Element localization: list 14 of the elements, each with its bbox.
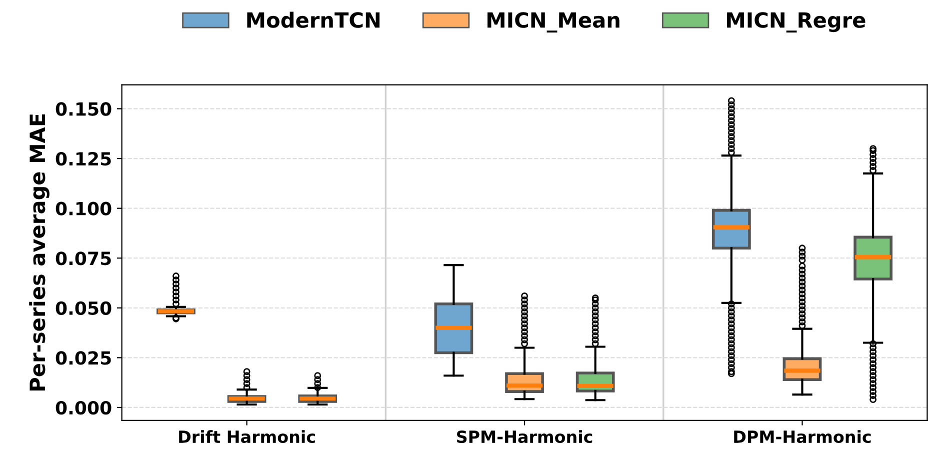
x-tick-label: Drift Harmonic bbox=[179, 430, 315, 444]
y-tick-label: 0.125 bbox=[56, 152, 111, 166]
y-tick-label: 0.100 bbox=[56, 202, 112, 216]
y-tick-label: 0.025 bbox=[56, 351, 111, 365]
y-tick-label: 0.000 bbox=[56, 400, 112, 415]
y-axis-title: Per-series average MAE bbox=[29, 114, 50, 390]
legend-label: MICN_Mean bbox=[488, 12, 620, 33]
y-tick-label: 0.075 bbox=[56, 252, 111, 266]
y-tick-label: 0.150 bbox=[56, 102, 112, 116]
legend-label: ModernTCN bbox=[247, 12, 380, 28]
legend-label: MICN_Regre bbox=[727, 12, 866, 33]
y-tick-label: 0.050 bbox=[56, 301, 112, 316]
x-tick-label: DPM-Harmonic bbox=[734, 430, 871, 444]
x-tick-label: SPM-Harmonic bbox=[457, 430, 592, 444]
